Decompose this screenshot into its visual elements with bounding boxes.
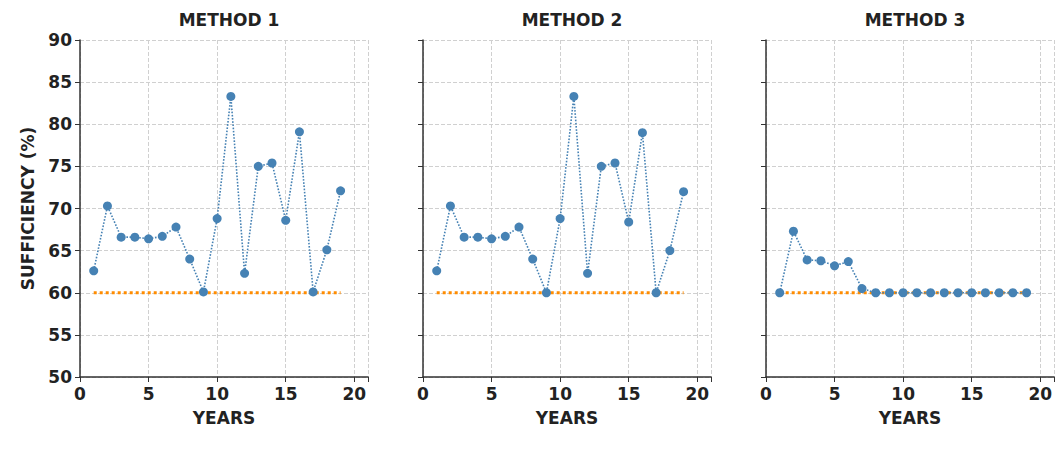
svg-text:0: 0 [760,384,772,404]
svg-text:0: 0 [417,384,429,404]
svg-text:20: 20 [685,384,709,404]
svg-text:10: 10 [548,384,572,404]
svg-text:15: 15 [274,384,298,404]
svg-text:70: 70 [48,199,72,219]
svg-text:50: 50 [48,367,72,387]
svg-text:METHOD 3: METHOD 3 [865,10,966,30]
svg-text:90: 90 [48,30,72,50]
svg-text:55: 55 [48,325,72,345]
svg-text:10: 10 [891,384,915,404]
svg-text:METHOD 2: METHOD 2 [522,10,623,30]
svg-text:YEARS: YEARS [192,408,255,428]
svg-text:5: 5 [143,384,155,404]
svg-text:SUFFICIENCY (%): SUFFICIENCY (%) [18,127,38,291]
svg-text:80: 80 [48,114,72,134]
svg-text:YEARS: YEARS [878,408,941,428]
svg-text:60: 60 [48,283,72,303]
svg-text:20: 20 [342,384,366,404]
svg-text:20: 20 [1028,384,1052,404]
svg-text:15: 15 [617,384,641,404]
svg-text:10: 10 [205,384,229,404]
svg-text:YEARS: YEARS [535,408,598,428]
svg-text:METHOD 1: METHOD 1 [179,10,280,30]
svg-text:15: 15 [960,384,984,404]
svg-text:5: 5 [486,384,498,404]
svg-text:85: 85 [48,72,72,92]
svg-text:65: 65 [48,241,72,261]
svg-text:5: 5 [829,384,841,404]
svg-text:75: 75 [48,156,72,176]
svg-text:0: 0 [74,384,86,404]
